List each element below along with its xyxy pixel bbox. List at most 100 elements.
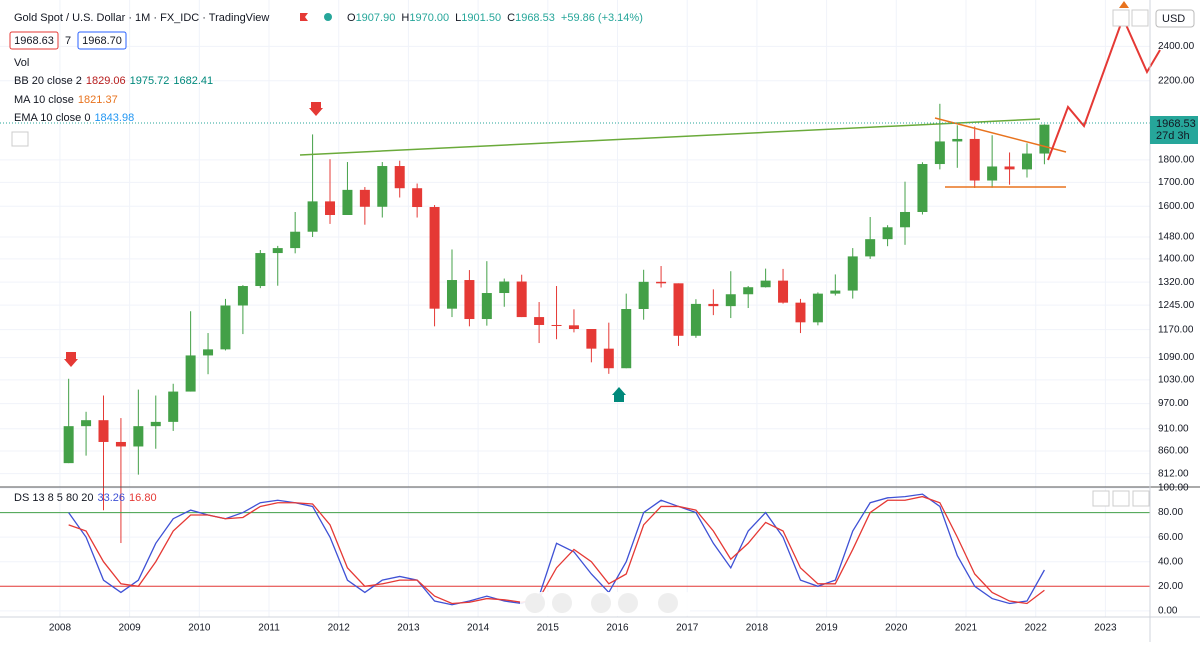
- candle-body: [690, 303, 701, 336]
- candle-body: [795, 302, 806, 323]
- buy-button[interactable]: [77, 31, 127, 50]
- ma-legend: MA 10 close 1821.37: [14, 94, 118, 106]
- scroll-left[interactable]: [591, 593, 611, 613]
- zoom-in[interactable]: [552, 593, 572, 613]
- bb-value: 1682.41: [173, 75, 213, 87]
- candle-body: [168, 391, 179, 422]
- countdown: 27d 3h: [1156, 130, 1190, 142]
- x-tick-label: 2022: [1025, 623, 1048, 634]
- zoom-out[interactable]: [525, 593, 545, 613]
- candle-body: [1021, 153, 1032, 170]
- oscillator-line: [68, 493, 1045, 606]
- bb-value: 1829.06: [86, 75, 126, 87]
- candle-body: [516, 281, 527, 318]
- ohlc-key: C: [507, 12, 515, 24]
- candle-body: [342, 189, 353, 215]
- nav-bar: [520, 592, 690, 616]
- candle-body: [586, 328, 597, 349]
- candle-body: [568, 325, 579, 329]
- x-tick-label: 2011: [258, 623, 280, 634]
- y-tick-label: 1800.00: [1158, 154, 1195, 165]
- ohlc: O1907.90 H1970.00 L1901.50 C1968.53 +59.…: [347, 12, 643, 24]
- candle-body: [203, 349, 214, 356]
- ohlc-value: 1968.53: [515, 12, 555, 24]
- candle-body: [290, 231, 301, 249]
- vol-label: Vol: [14, 57, 29, 69]
- candle-body: [325, 201, 336, 215]
- candle-body: [272, 248, 283, 254]
- candle-body: [499, 281, 510, 294]
- y-tick-label: 860.00: [1158, 446, 1189, 457]
- candle-body: [255, 253, 266, 287]
- y-tick-label: 1170.00: [1158, 324, 1194, 335]
- candle-body: [98, 420, 109, 442]
- ema-name: EMA 10 close 0: [14, 112, 90, 124]
- ds-name: DS 13 8 5 80 20: [14, 492, 94, 504]
- y-tick-label: 970.00: [1158, 398, 1189, 409]
- price-tag: [1150, 116, 1198, 144]
- candle-body: [534, 317, 545, 325]
- sell-price[interactable]: 1968.63: [14, 35, 54, 47]
- candle-body: [359, 189, 370, 207]
- candle-body: [1004, 166, 1015, 170]
- reset-button[interactable]: [1131, 9, 1149, 27]
- candle-body: [865, 239, 876, 257]
- candle-body: [307, 201, 318, 232]
- currency-button[interactable]: [1155, 9, 1195, 28]
- candle-body: [900, 211, 911, 228]
- currency[interactable]: USD: [1162, 13, 1185, 25]
- scroll-right[interactable]: [618, 593, 638, 613]
- ohlc-value: 1907.90: [356, 12, 396, 24]
- candle-body: [656, 281, 667, 284]
- buy-price[interactable]: 1968.70: [82, 35, 122, 47]
- spread: 7: [65, 35, 71, 47]
- reset-view[interactable]: [658, 593, 678, 613]
- candle-body: [446, 280, 457, 309]
- price-tag-value: 1968.53: [1156, 118, 1196, 130]
- candle-body: [987, 166, 998, 181]
- x-tick-label: 2015: [537, 623, 560, 634]
- candle-body: [603, 348, 614, 369]
- ds-value: 33.26: [98, 492, 126, 504]
- candle-body: [830, 290, 841, 294]
- candle-body: [412, 188, 423, 208]
- x-tick-label: 2013: [397, 623, 420, 634]
- bb-value: 1975.72: [130, 75, 170, 87]
- candle-body: [847, 256, 858, 291]
- candle-body: [638, 281, 649, 309]
- candle-body: [81, 420, 92, 427]
- plot: [0, 103, 1150, 606]
- ohlc-value: 1901.50: [461, 12, 501, 24]
- symbol-title: Gold Spot / U.S. Dollar · 1M · FX_IDC · …: [14, 12, 269, 24]
- candle-body: [464, 280, 475, 320]
- y-tick-label: 1090.00: [1158, 352, 1195, 363]
- ohlc-key: L: [455, 12, 461, 24]
- ds-value: 16.80: [129, 492, 157, 504]
- candle-body: [882, 227, 893, 240]
- pane-up-button[interactable]: [1092, 490, 1110, 507]
- pane-max-button[interactable]: [1132, 490, 1150, 507]
- y-tick-label: 2400.00: [1158, 41, 1195, 52]
- x-tick-label: 2014: [467, 623, 490, 634]
- candle-body: [377, 166, 388, 207]
- candle-body: [237, 286, 248, 306]
- pane-close-button[interactable]: [1112, 490, 1130, 507]
- x-tick-label: 2020: [885, 623, 908, 634]
- x-tick-label: 2018: [746, 623, 769, 634]
- y-tick-label: 2200.00: [1158, 75, 1195, 86]
- candle-body: [481, 293, 492, 320]
- candle-body: [150, 421, 161, 427]
- x-tick-label: 2021: [955, 623, 978, 634]
- status: [324, 13, 332, 21]
- oscillator-line: [68, 495, 1045, 605]
- candle-body: [778, 280, 789, 303]
- scroll-button[interactable]: [1112, 9, 1130, 27]
- collapse-button[interactable]: [11, 131, 29, 147]
- y-tick-label: 1480.00: [1158, 232, 1195, 243]
- candle-body: [917, 164, 928, 212]
- y-tick-label: 1600.00: [1158, 201, 1195, 212]
- sell-button[interactable]: [9, 31, 59, 50]
- x-tick-label: 2008: [49, 623, 72, 634]
